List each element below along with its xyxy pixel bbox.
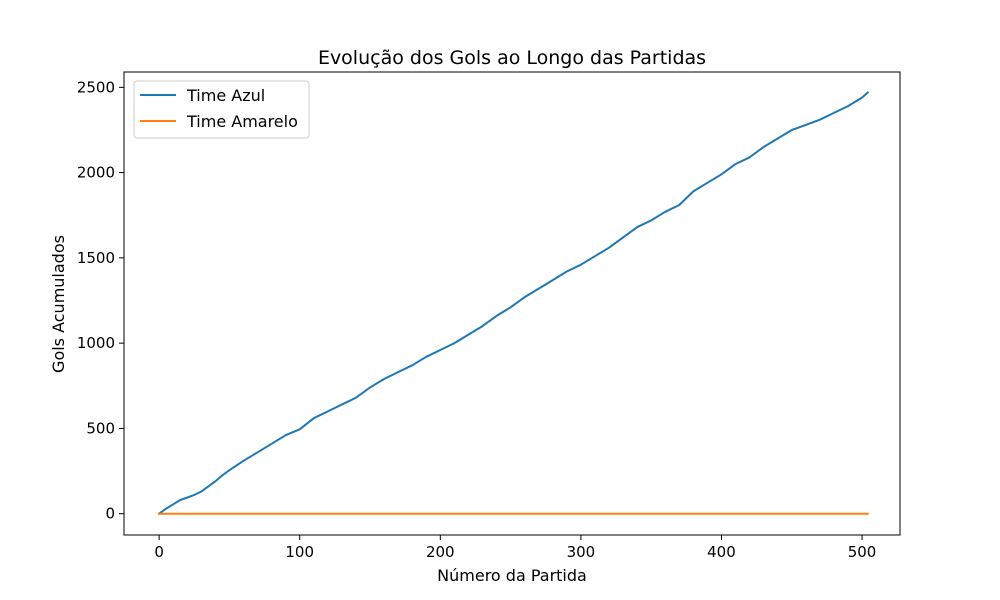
y-tick-label: 2500	[77, 78, 115, 96]
x-tick-label: 400	[707, 543, 736, 561]
y-tick-label: 1000	[77, 334, 115, 352]
x-tick-label: 100	[285, 543, 314, 561]
y-tick-label: 1500	[77, 249, 115, 267]
legend: Time Azul Time Amarelo	[133, 80, 310, 139]
y-axis-ticks: 0 500 1000 1500 2000 2500	[77, 78, 124, 523]
x-axis-label: Número da Partida	[437, 566, 587, 585]
x-tick-label: 0	[154, 543, 164, 561]
legend-box	[133, 80, 310, 139]
chart-title: Evolução dos Gols ao Longo das Partidas	[318, 47, 706, 69]
y-axis-label: Gols Acumulados	[49, 235, 68, 373]
x-axis-ticks: 0 100 200 300 400 500	[154, 535, 876, 561]
plot-frame	[123, 71, 901, 536]
y-tick-label: 0	[105, 505, 115, 523]
x-tick-label: 300	[567, 543, 596, 561]
legend-label-0: Time Azul	[186, 86, 265, 105]
plot-lines	[157, 91, 870, 516]
x-tick-label: 500	[848, 543, 877, 561]
y-tick-label: 2000	[77, 164, 115, 182]
y-tick-label: 500	[86, 419, 115, 437]
series-line-0	[157, 91, 870, 516]
legend-label-1: Time Amarelo	[186, 112, 298, 131]
x-tick-label: 200	[426, 543, 455, 561]
